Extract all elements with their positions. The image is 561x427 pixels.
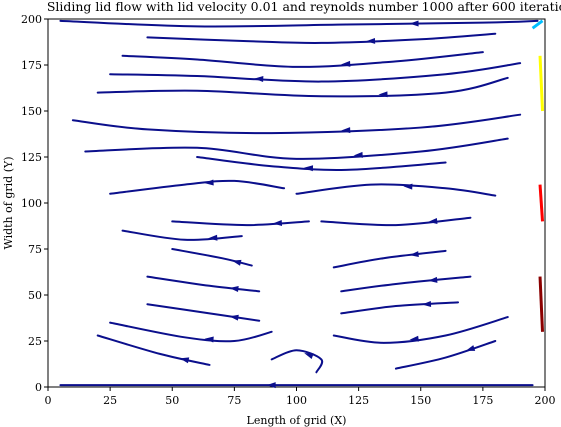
high-speed-edge-streamline: [531, 19, 544, 30]
streamlines-group: [59, 19, 545, 389]
streamline: [146, 303, 261, 322]
x-tick-label: 50: [165, 394, 179, 407]
streamline: [96, 334, 211, 366]
y-axis-label: Width of grid (Y): [2, 156, 15, 249]
y-tick-label: 0: [35, 381, 42, 394]
x-tick-label: 125: [348, 394, 369, 407]
streamline-arrow: [208, 234, 218, 241]
streamline-arrow: [304, 353, 314, 359]
x-tick-label: 25: [103, 394, 117, 407]
high-speed-edge-streamline: [538, 184, 545, 222]
x-tick-label: 175: [472, 394, 493, 407]
streamline-arrow: [179, 357, 190, 364]
streamline: [121, 229, 243, 241]
streamline-arrow: [409, 20, 419, 27]
streamline: [146, 32, 497, 44]
streamline-arrow: [409, 251, 419, 258]
streamline: [84, 137, 509, 160]
streamline-arrow: [341, 127, 351, 134]
streamline: [109, 321, 273, 343]
streamline: [121, 51, 484, 68]
chart-title: Sliding lid flow with lid velocity 0.01 …: [47, 0, 561, 14]
streamline: [71, 113, 522, 135]
streamline-arrow: [409, 335, 419, 342]
streamline: [332, 249, 447, 269]
streamline: [109, 62, 522, 83]
streamline-arrow: [366, 37, 376, 44]
streamline-arrow: [229, 286, 239, 292]
high-speed-edge-streamline: [538, 276, 545, 332]
y-tick-label: 150: [21, 105, 42, 118]
streamline-arrow: [266, 382, 276, 389]
streamline: [59, 19, 539, 28]
streamline-arrow: [254, 75, 264, 82]
y-tick-label: 100: [21, 197, 42, 210]
streamline-arrow: [428, 276, 438, 283]
streamline: [109, 179, 286, 195]
streamline-arrow: [303, 165, 314, 172]
y-tick-label: 25: [28, 335, 42, 348]
streamline: [270, 349, 324, 374]
streamline-arrow: [229, 314, 239, 321]
streamline-arrow: [341, 60, 351, 67]
streamline-arrow: [353, 151, 363, 158]
streamline: [171, 220, 310, 227]
streamline-arrow: [272, 220, 283, 226]
y-tick-label: 175: [21, 59, 42, 72]
streamline: [340, 275, 472, 293]
streamline-arrow: [421, 300, 432, 307]
y-tick-label: 50: [28, 289, 42, 302]
streamline-arrow: [428, 218, 438, 224]
streamline: [96, 76, 509, 98]
streamline-arrow: [204, 179, 214, 186]
y-tick-label: 75: [28, 243, 42, 256]
streamline: [394, 340, 497, 370]
streamline-arrow: [378, 91, 388, 98]
x-tick-label: 100: [286, 394, 307, 407]
streamline: [295, 183, 497, 197]
x-tick-label: 75: [227, 394, 241, 407]
streamline-arrow: [232, 259, 242, 266]
x-tick-label: 0: [45, 394, 52, 407]
streamline-arrow: [465, 345, 476, 351]
x-axis-ticks: 0 25 50 75 100 125 150 175 200: [45, 387, 556, 407]
streamline: [332, 316, 509, 344]
x-tick-label: 150: [410, 394, 431, 407]
streamline: [171, 248, 253, 267]
streamline: [146, 275, 261, 293]
streamline-arrow: [403, 183, 413, 190]
streamline: [320, 216, 472, 227]
streamline-arrow: [204, 336, 214, 343]
streamline: [340, 301, 460, 315]
y-axis-ticks: 0 25 50 75 100 125 150 175 200: [21, 13, 48, 394]
y-tick-label: 125: [21, 151, 42, 164]
high-speed-edge-streamline: [538, 55, 545, 112]
x-tick-label: 200: [535, 394, 556, 407]
x-axis-label: Length of grid (X): [247, 414, 347, 427]
y-tick-label: 200: [21, 13, 42, 26]
